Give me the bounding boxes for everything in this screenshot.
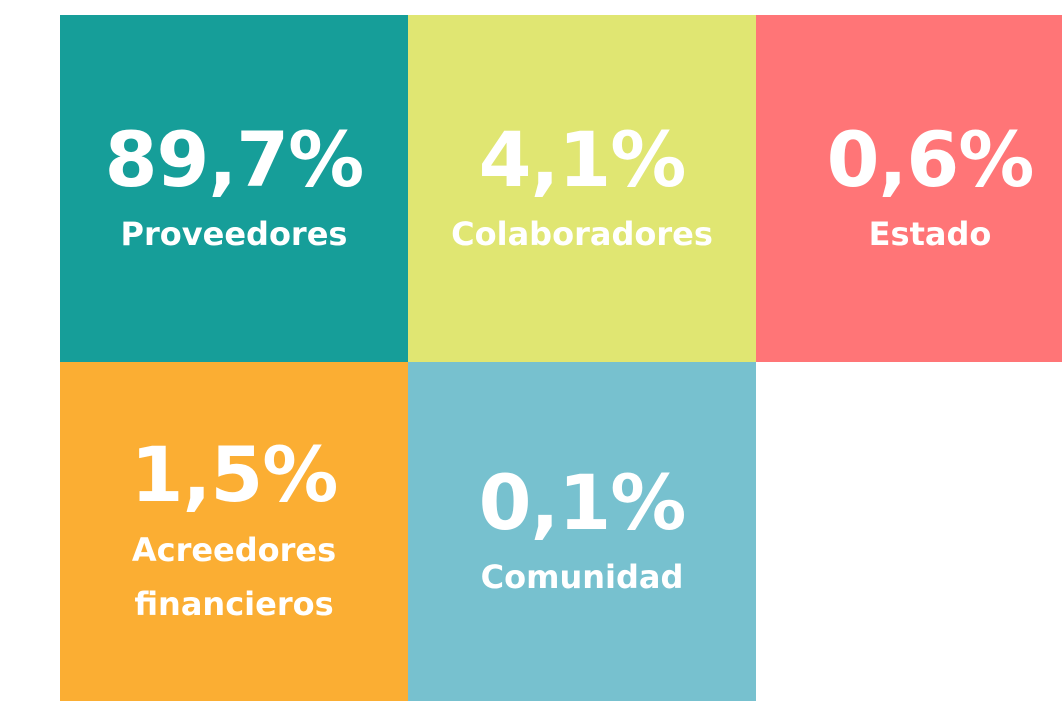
tile-value: 4,1% [478,114,687,204]
tile: 0,1% Comunidad [408,362,756,701]
tile-label: Proveedores [120,215,348,253]
tile: 1,5% Acreedores financieros [60,362,408,701]
tile-value: 0,1% [478,457,687,547]
tile: 89,7% Proveedores [60,15,408,362]
tile-value: 0,6% [826,114,1035,204]
tile-value: 1,5% [130,430,339,520]
tile: 4,1% Colaboradores [408,15,756,362]
tile-label: Colaboradores [451,215,713,253]
tile-label: Estado [868,215,992,253]
tile-value: 89,7% [104,114,365,204]
tile-label: Acreedores financieros [131,530,337,624]
tile-label: Comunidad [480,558,684,596]
tile: 0,6% Estado [756,15,1062,362]
